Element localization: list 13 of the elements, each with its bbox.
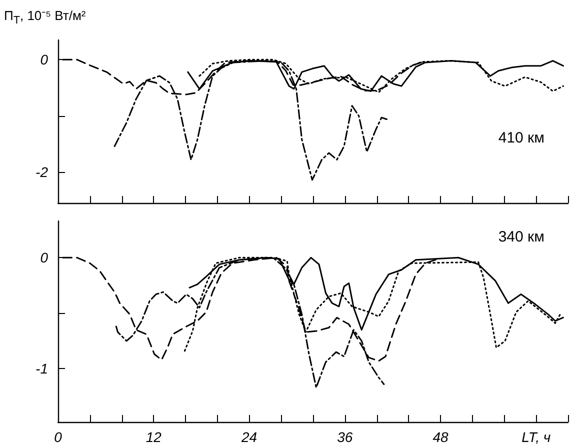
x-tick-label: 48 bbox=[432, 429, 448, 445]
annotation: 340 км bbox=[498, 228, 544, 246]
x-tick-label: 24 bbox=[240, 429, 258, 445]
x-tick-label: 0 bbox=[54, 429, 62, 445]
y-tick-label: -1 bbox=[36, 360, 48, 377]
y-tick-label: 0 bbox=[40, 52, 48, 68]
x-tick-label: 36 bbox=[337, 429, 353, 445]
y-tick-label: 0 bbox=[40, 250, 48, 266]
x-axis-title: LT, ч bbox=[522, 429, 551, 445]
y-axis-title: П$_{T}$, 10⁻⁵ Вт/м² bbox=[4, 7, 86, 27]
annotation: 410 км bbox=[498, 129, 544, 146]
x-tick-label: 12 bbox=[146, 429, 162, 445]
y-tick-label: -2 bbox=[36, 164, 48, 180]
